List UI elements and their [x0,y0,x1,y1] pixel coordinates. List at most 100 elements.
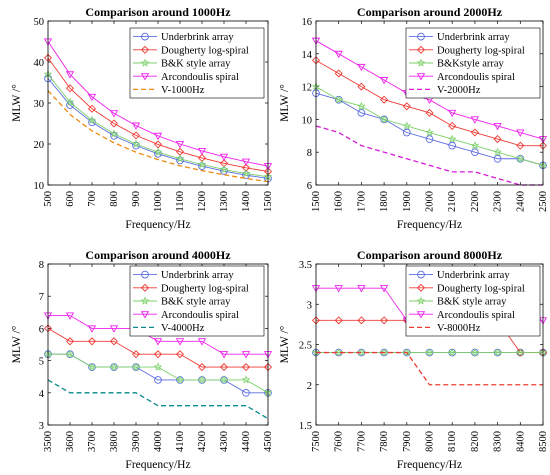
data-point [65,71,75,79]
legend-entry: Underbrink array [161,32,234,43]
data-point [334,348,343,357]
legend-swatch-marker [417,32,425,41]
data-point [471,148,479,157]
y-tick-label: 6 [307,181,312,192]
x-tick-label: 8100 [447,431,458,452]
legend-swatch-marker [140,296,150,305]
data-point [470,116,480,124]
legend-swatch-marker [140,283,150,292]
series-line-2 [315,59,543,147]
data-point [493,154,502,163]
data-point [516,141,525,150]
panel-title: Comparison around 4000Hz [85,248,231,262]
data-point [380,95,389,104]
data-point [131,131,141,140]
legend: Underbrink array Dougherty log-spiral B&Ks… [405,27,541,99]
series-line-4 [47,41,269,167]
data-point [175,350,185,359]
x-tick-label: 3900 [131,431,142,452]
legend-entry: Arcondoulis spiral [437,72,515,83]
data-point [357,82,366,91]
data-point [65,97,75,106]
series-line-2 [47,57,269,172]
series-line-5 [47,90,269,183]
series-line-5 [47,379,269,420]
data-point [242,388,250,397]
chart-panel-4: Comparison around 8000Hz 7500 7600 7700 7800… [279,248,549,471]
data-point [176,156,184,165]
x-tick-label: 8200 [470,431,481,452]
data-point [402,348,412,357]
data-point [357,101,366,110]
x-tick-label: 4100 [175,431,186,452]
data-point [516,154,525,163]
legend-swatch-marker [416,45,426,54]
x-tick-label: 1700 [356,191,367,212]
data-point [197,147,207,156]
y-tick-label: 2 [307,381,312,392]
data-point [197,363,207,372]
data-point [154,376,162,384]
x-tick-label: 1900 [402,191,413,212]
data-point [493,122,502,131]
legend-entry: B&K style array [161,59,231,70]
data-point [153,338,163,346]
legend-swatch-marker [141,270,149,279]
y-tick-label: 40 [34,58,45,69]
x-tick-label: 4200 [197,431,208,452]
y-tick-label: 20 [34,140,45,151]
legend-entry: V-2000Hz [437,85,481,96]
x-tick-label: 3500 [43,431,54,452]
x-axis-label: Frequency/Hz [125,219,190,231]
data-point [425,108,434,117]
legend-entry: B&Kstyle array [437,59,505,70]
legend-entry: Underbrink array [437,270,510,281]
data-point [109,110,119,118]
data-point [425,348,434,357]
x-tick-label: 3600 [65,431,76,452]
y-tick-label: 1.5 [299,421,312,432]
data-point [197,338,207,346]
data-point [153,350,163,359]
data-point [334,69,343,78]
legend-swatch-marker [416,283,426,292]
y-axis-label: MLW /° [279,84,291,122]
x-tick-label: 7600 [334,431,345,452]
data-point [379,285,389,293]
data-point [219,164,229,174]
data-point [493,348,502,357]
y-tick-label: 10 [302,115,313,126]
data-point [241,351,251,359]
y-tick-label: 10 [34,181,45,192]
legend-entry: Dougherty log-spiral [437,45,525,56]
data-point [109,129,119,138]
panel-title: Comparison around 8000Hz [357,248,503,262]
x-tick-label: 1500 [263,191,274,212]
data-point [87,104,97,113]
x-tick-label: 1200 [197,191,208,212]
legend-swatch-marker [416,58,426,67]
data-point [493,135,502,144]
data-point [198,162,206,170]
y-tick-label: 14 [302,50,313,61]
panel-title: Comparison around 1000Hz [85,5,231,19]
chart-panel-3: Comparison around 4000Hz 3500 3600 3700 3800… [11,248,274,471]
x-tick-label: 4400 [241,431,252,452]
x-tick-label: 2100 [447,191,458,212]
data-point [65,337,75,346]
legend-entry: Underbrink array [437,32,510,43]
data-point [447,134,457,143]
legend: Underbrink array Dougherty log-spiral B&K … [129,27,265,99]
data-point [131,122,141,130]
y-axis-label: MLW /° [11,84,23,122]
data-point [197,160,207,169]
data-point [516,348,525,357]
legend-entry: B&K style array [437,297,507,308]
data-point [493,147,502,156]
x-tick-label: 1600 [334,191,345,212]
data-point [175,154,185,163]
x-axis-label: Frequency/Hz [397,459,462,471]
y-tick-label: 16 [302,17,313,28]
data-point [219,153,229,162]
data-point [516,129,525,137]
